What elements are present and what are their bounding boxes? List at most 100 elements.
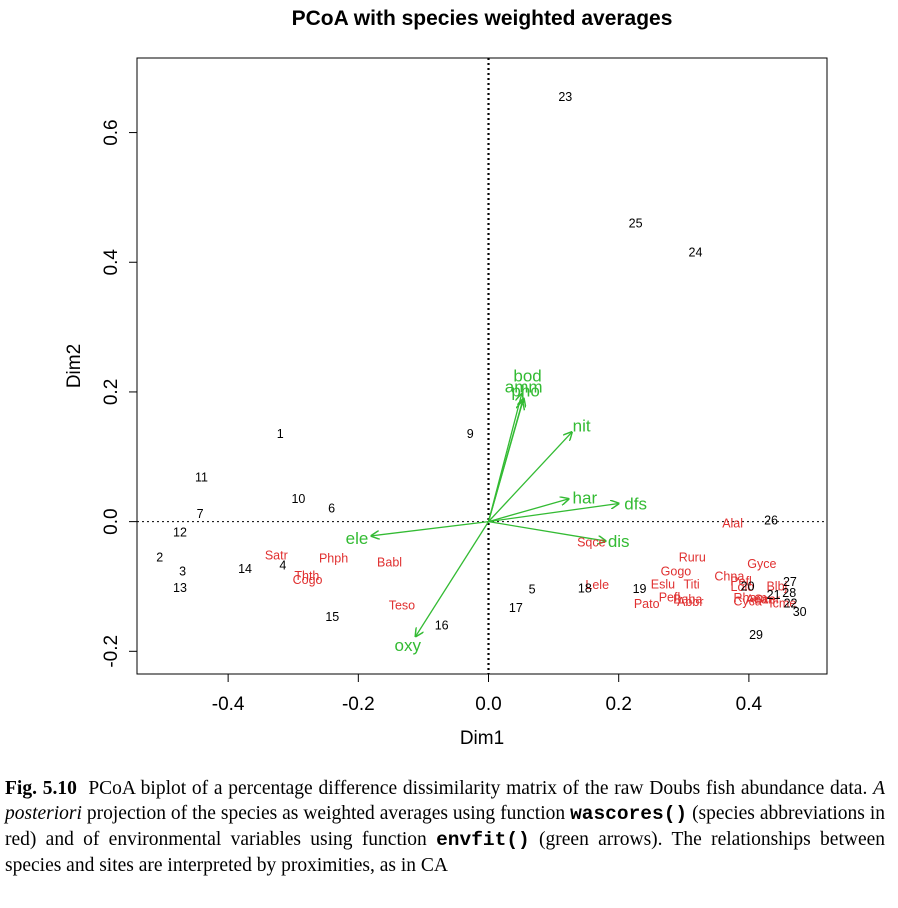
figure-caption: Fig. 5.10 PCoA biplot of a percentage di… xyxy=(5,776,885,878)
y-tick-label: -0.2 xyxy=(101,635,122,668)
species-label: Cyca xyxy=(733,594,762,608)
site-label: 4 xyxy=(279,559,286,573)
env-arrow-oxy xyxy=(416,521,490,637)
species-label: Gyce xyxy=(747,557,776,571)
site-label: 20 xyxy=(741,579,755,593)
site-label: 17 xyxy=(509,601,523,615)
y-axis-label: Dim2 xyxy=(64,344,85,388)
site-label: 10 xyxy=(291,492,305,506)
site-label: 15 xyxy=(325,610,339,624)
x-tick-label: 0.0 xyxy=(475,694,501,715)
site-label: 7 xyxy=(197,507,204,521)
site-label: 19 xyxy=(633,582,647,596)
site-label: 5 xyxy=(529,583,536,597)
y-axis: -0.2 0.0 0.2 0.4 0.6 xyxy=(101,119,138,668)
env-arrow-dis xyxy=(488,520,606,541)
site-label: 26 xyxy=(764,513,778,527)
species-label: Gogo xyxy=(661,565,692,579)
env-label-har: har xyxy=(573,489,598,508)
species-label: Babl xyxy=(377,555,402,569)
env-arrow-pho xyxy=(487,402,523,522)
site-label: 22 xyxy=(784,596,798,610)
species-label: Baba xyxy=(673,592,702,606)
species-label: Lele xyxy=(585,578,609,592)
site-label: 9 xyxy=(467,427,474,441)
site-label: 29 xyxy=(749,628,763,642)
species-label: Lolo xyxy=(731,580,755,594)
site-label: 2 xyxy=(156,550,163,564)
caption-italic: A posteriori xyxy=(5,778,886,824)
site-label: 14 xyxy=(238,562,252,576)
site-label: 27 xyxy=(783,575,797,589)
env-label-nit: nit xyxy=(573,417,591,436)
chart-title: PCoA with species weighted averages xyxy=(292,7,673,30)
species-label: Eslu xyxy=(651,578,675,592)
species-label: Teso xyxy=(389,598,415,612)
site-label: 13 xyxy=(173,581,187,595)
env-label-pho: pho xyxy=(511,382,539,401)
species-label: Satr xyxy=(265,548,288,562)
site-label: 3 xyxy=(179,565,186,579)
env-label-ele: ele xyxy=(346,529,369,548)
y-tick-label: 0.6 xyxy=(101,119,122,145)
caption-text-3: (species abbreviations in red) and of en… xyxy=(5,803,885,850)
x-tick-label: -0.4 xyxy=(212,694,245,715)
env-label-amm: amm xyxy=(505,378,543,397)
species-label: Alal xyxy=(722,517,743,531)
site-label: 28 xyxy=(782,586,796,600)
species-label: Rham xyxy=(734,591,767,605)
species-label: Pefl xyxy=(730,574,752,588)
site-label: 30 xyxy=(793,605,807,619)
species-label: Sqce xyxy=(577,535,606,549)
species-label: Icme xyxy=(769,596,796,610)
site-label: 6 xyxy=(328,502,335,516)
y-tick-label: 0.0 xyxy=(101,508,122,534)
caption-code-envfit: envfit() xyxy=(436,829,530,851)
caption-text-2: projection of the species as weighted av… xyxy=(86,803,566,824)
species-label: Scer xyxy=(754,592,780,606)
species-label: Cogo xyxy=(293,573,323,587)
y-tick-label: 0.4 xyxy=(101,249,122,276)
reference-lines xyxy=(137,58,827,674)
pcoa-biplot: PCoA with species weighted averages -0.4… xyxy=(64,7,828,749)
x-axis: -0.4 -0.2 0.0 0.2 0.4 xyxy=(212,673,763,715)
site-label: 1 xyxy=(277,427,284,441)
species-label: Ruru xyxy=(679,550,706,564)
site-label: 24 xyxy=(689,246,703,260)
env-label-oxy: oxy xyxy=(395,636,422,655)
x-tick-label: -0.2 xyxy=(342,694,375,715)
x-tick-label: 0.4 xyxy=(736,694,763,715)
env-arrow-nit xyxy=(488,432,572,523)
env-label-dfs: dfs xyxy=(624,494,647,513)
site-label: 21 xyxy=(767,588,781,602)
species-label: Pefl xyxy=(659,590,681,604)
species-label: Abbr xyxy=(677,595,703,609)
species-label: Chna xyxy=(714,570,744,584)
env-arrow-ele xyxy=(371,520,489,536)
x-tick-label: 0.2 xyxy=(605,694,631,715)
caption-figure-label: Fig. 5.10 xyxy=(5,778,77,799)
site-label: 25 xyxy=(629,216,643,230)
species-label: Thth xyxy=(294,569,319,583)
env-label-dis: dis xyxy=(608,532,630,551)
env-arrow-har xyxy=(488,499,569,523)
site-label: 18 xyxy=(578,581,592,595)
site-label: 16 xyxy=(435,618,449,632)
env-label-bod: bod xyxy=(513,367,541,386)
species-label: Pato xyxy=(634,597,660,611)
species-label: Anan xyxy=(746,592,775,606)
x-axis-label: Dim1 xyxy=(460,728,504,749)
caption-code-wascores: wascores() xyxy=(570,803,688,825)
species-label: Blbj xyxy=(766,579,787,593)
env-arrow-dfs xyxy=(488,503,619,523)
site-label: 23 xyxy=(558,90,572,104)
species-label: Phph xyxy=(319,552,348,566)
site-label: 12 xyxy=(173,526,187,540)
site-label: 11 xyxy=(195,471,208,485)
y-tick-label: 0.2 xyxy=(101,379,122,405)
caption-text-1: PCoA biplot of a percentage difference d… xyxy=(88,778,868,799)
caption-text-4: (green arrows). The relationships betwee… xyxy=(5,829,886,876)
